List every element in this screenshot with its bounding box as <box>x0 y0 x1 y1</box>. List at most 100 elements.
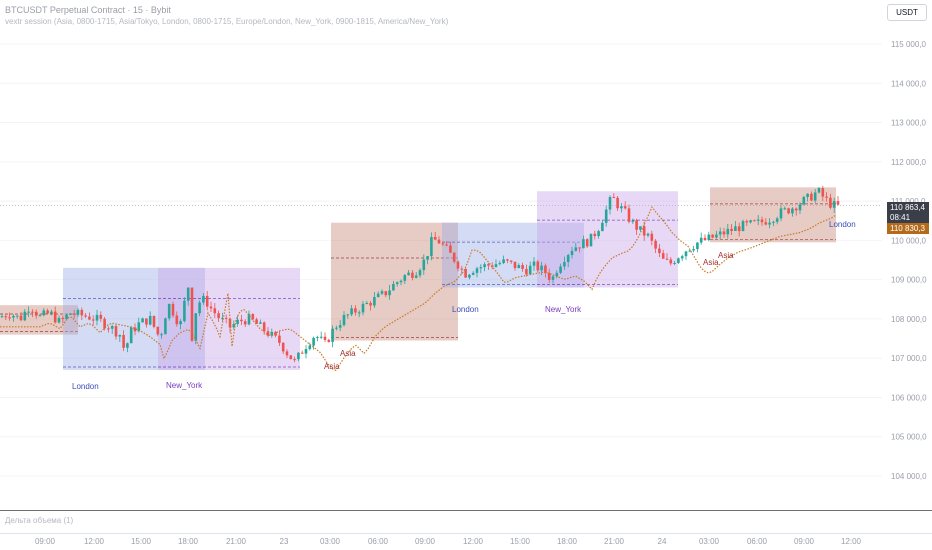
candle <box>103 317 106 331</box>
candle <box>547 268 551 284</box>
candle <box>791 207 794 217</box>
candle <box>680 254 684 262</box>
candle <box>50 309 53 316</box>
candle <box>654 239 657 254</box>
candle <box>304 345 308 359</box>
candle <box>422 254 426 275</box>
candle <box>247 310 251 326</box>
candle <box>597 229 600 239</box>
time-axis-divider <box>0 533 932 534</box>
candle <box>639 226 642 232</box>
candle <box>631 218 635 224</box>
candle <box>487 262 490 270</box>
candle <box>802 195 806 206</box>
candle <box>456 260 460 272</box>
candle <box>688 250 692 253</box>
candle <box>684 250 688 260</box>
candle <box>19 311 23 322</box>
london-label: London <box>829 220 856 229</box>
candle <box>532 257 536 271</box>
candle <box>331 325 334 348</box>
candle <box>582 235 585 249</box>
candle <box>601 220 604 232</box>
candle <box>699 232 703 245</box>
price-tick-label: 108 000,0 <box>891 315 927 324</box>
candle <box>441 241 445 247</box>
candle <box>69 313 72 316</box>
candle <box>205 290 209 311</box>
volume-delta-label[interactable]: Дельта объема (1) <box>5 516 74 525</box>
time-tick-label: 24 <box>658 537 667 546</box>
london-label: London <box>452 305 479 314</box>
candle <box>110 324 114 334</box>
candle <box>570 246 574 259</box>
candle <box>365 300 369 305</box>
candle <box>832 197 836 214</box>
candle <box>513 261 517 271</box>
candle <box>471 271 475 276</box>
candle <box>335 325 338 331</box>
candle <box>342 311 346 327</box>
candle <box>836 196 840 206</box>
indicator-legend[interactable]: vextr session (Asia, 0800-1715, Asia/Tok… <box>5 17 449 26</box>
candle <box>665 253 669 261</box>
candle <box>673 261 676 265</box>
candle <box>528 261 532 275</box>
candle <box>327 338 331 343</box>
candle <box>224 314 228 324</box>
time-tick-label: 21:00 <box>226 537 247 546</box>
currency-button[interactable]: USDT <box>887 4 927 21</box>
candle <box>604 205 608 227</box>
candle <box>31 309 34 318</box>
candle <box>623 201 627 210</box>
candle <box>749 219 752 224</box>
chart-grid <box>0 43 882 477</box>
candle <box>677 257 680 264</box>
candle <box>585 238 589 249</box>
candle <box>722 227 726 238</box>
candle <box>578 247 581 253</box>
candle <box>357 310 361 318</box>
candle <box>232 320 236 330</box>
candle <box>779 205 783 222</box>
new-york-label: New_York <box>545 305 582 314</box>
candle <box>475 266 479 278</box>
candle <box>433 231 437 240</box>
candle <box>498 260 502 266</box>
candle <box>566 253 570 268</box>
price-tick-label: 104 000,0 <box>891 472 927 481</box>
candle <box>506 258 509 264</box>
candle <box>775 216 779 225</box>
candle <box>635 218 638 235</box>
candle <box>711 234 714 239</box>
candle <box>502 255 505 265</box>
candle <box>350 304 353 317</box>
candle <box>281 341 285 355</box>
time-tick-label: 21:00 <box>604 537 625 546</box>
session-boxes <box>0 187 836 370</box>
candle <box>91 315 95 326</box>
candle <box>240 314 243 326</box>
candle <box>608 195 612 215</box>
candle <box>217 310 220 322</box>
candle <box>479 264 483 274</box>
time-tick-label: 09:00 <box>415 537 436 546</box>
candle <box>384 290 388 298</box>
vwap-path <box>0 205 837 372</box>
candle <box>642 221 646 241</box>
candle <box>646 232 650 238</box>
candle <box>373 291 376 308</box>
candle <box>4 313 8 321</box>
time-tick-label: 03:00 <box>320 537 341 546</box>
candle <box>95 309 99 326</box>
candle <box>703 234 707 241</box>
candle <box>760 216 764 226</box>
time-tick-label: 09:00 <box>794 537 815 546</box>
candle <box>194 313 198 345</box>
vwap-line <box>0 205 837 372</box>
candle <box>715 230 718 239</box>
panel-divider[interactable] <box>0 510 932 511</box>
candle <box>209 301 213 313</box>
